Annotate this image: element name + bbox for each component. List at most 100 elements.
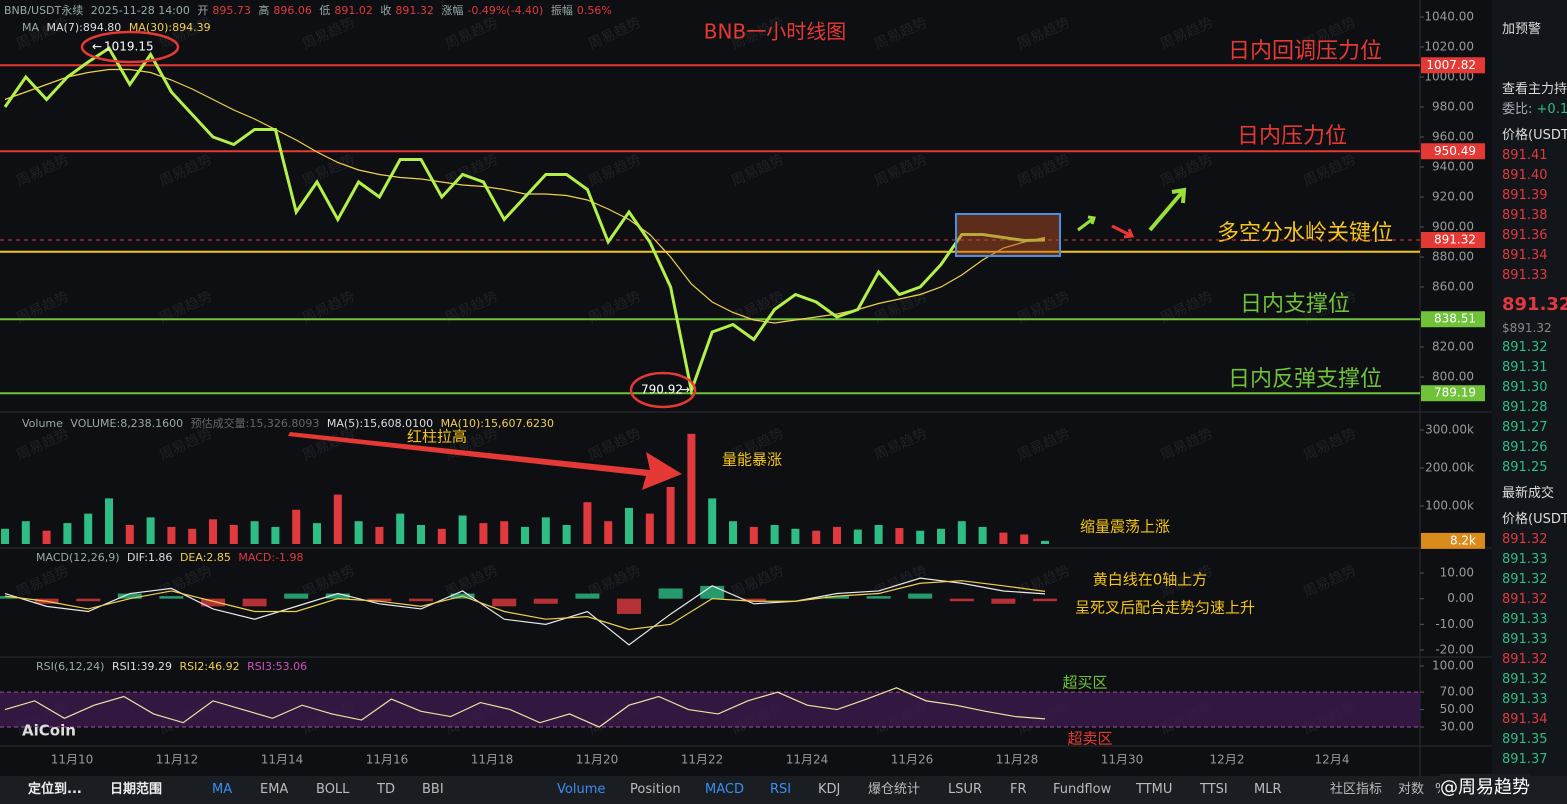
watermark: 周易趋势 [872,15,930,53]
asks: 891.41 891.40 891.39 891.38 891.36 891.34 891.… [1492,146,1567,286]
main-force[interactable]: 查看主力持 [1502,82,1567,97]
indicator-button[interactable]: Fundflow [1053,782,1112,797]
indicator-button[interactable]: TD [377,782,395,797]
volume-bar [999,532,1008,544]
volume-bar [396,513,405,544]
label: Volume [22,417,63,430]
volume-legend: Volume VOLUME:8,238.1600 预估成交量:15,326.80… [22,415,558,431]
arrow-glyph: ← [92,40,102,54]
watermark: 周易趋势 [14,152,72,190]
x-tick-label: 11月12 [156,753,199,767]
watermark: 周易趋势 [14,426,72,464]
label: 收 [380,4,392,17]
indicator-button[interactable]: 爆仓统计 [868,782,921,797]
macd-bar [201,598,225,607]
value: -0.49%(-4.40) [467,4,544,17]
watermark: 周易趋势 [729,563,787,601]
watermark: 周易趋势 [14,289,72,327]
ask-price: 891.33 [1502,268,1548,283]
annotation: 超卖区 [1067,730,1112,748]
label: RSI(6,12,24) [36,660,105,673]
watermark: 周易趋势 [300,289,358,327]
watermark: 周易趋势 [1015,152,1073,190]
macd-bar [575,593,600,599]
watermark: 周易趋势 [1301,152,1359,190]
label: 振幅 [550,4,573,17]
ask-price: 891.41 [1502,148,1548,163]
volume-bar [957,521,966,544]
volume-current-tag [1421,532,1485,549]
indicator-button[interactable]: TTMU [1136,782,1173,797]
macd-bar [76,598,101,602]
bid-price: 891.25 [1502,460,1548,475]
indicator-button[interactable]: MA [212,782,233,797]
volume-bar [604,521,613,544]
macd-bar [159,596,184,599]
indicator-button[interactable]: RSI [770,782,792,797]
trade-price: 891.32 [1502,592,1548,607]
arrow [1148,187,1187,232]
watermark: 周易趋势 [1158,289,1216,327]
y-tick-label: 1040.00 [1424,10,1474,24]
watermark: 周易趋势 [872,152,930,190]
macd-bar [367,598,392,602]
x-tick-label: 11月30 [1101,753,1144,767]
macd-bar [492,598,517,607]
dif-line [4,577,1046,646]
macd-bar [658,588,683,599]
locate-button[interactable]: 定位到... [28,782,82,797]
rsi1: RSI1:39.29 [111,660,173,673]
level-tag [1421,143,1485,160]
ask-price: 891.36 [1502,228,1548,243]
annotation: 超买区 [1062,674,1107,692]
volume-bar [874,525,883,544]
watermark: 周易趋势 [1301,563,1359,601]
alert-button[interactable]: 加预警 [1502,22,1542,37]
volume-bar [479,523,488,544]
community-button[interactable]: 社区指标 [1330,782,1383,797]
rsi-line [4,687,1046,728]
indicator-button[interactable]: EMA [260,782,289,797]
indicator-button[interactable]: BBI [422,782,444,797]
trades-header: 价格(USDT [1502,512,1567,527]
ma-legend: MA MA(7):894.80 MA(30):894.39 [22,21,215,34]
indicator-button[interactable]: BOLL [316,782,350,797]
y-tick-label: -20.00 [1435,643,1474,657]
range-button[interactable]: 日期范围 [110,782,163,797]
indicator-button[interactable]: MLR [1254,782,1282,797]
volume-bar [749,526,758,544]
y-tick-label: 100.00 [1432,659,1474,673]
level-label: 日内反弹支撑位 [1228,367,1382,392]
peak-label: 1019.15 [104,40,154,54]
macd: MACD:-1.98 [238,551,304,564]
indicator-button[interactable]: Volume [557,782,606,797]
label: MACD(12,26,9) [36,551,120,564]
indicator-button[interactable]: Position [630,782,681,797]
brand: @周易趋势 [1440,774,1530,802]
volume-bar [209,519,217,544]
y-tick-label: 900.00 [1432,220,1474,234]
indicator-button[interactable]: FR [1010,782,1027,797]
watermark: 周易趋势 [586,426,644,464]
bid-price: 891.26 [1502,440,1548,455]
dea-line [4,580,1046,631]
y-tick-label: 200.00k [1425,461,1474,475]
volume-bar [853,529,862,544]
indicator-button[interactable]: MACD [705,782,744,797]
indicator-button[interactable]: KDJ [818,782,841,797]
level-tag-label: 838.51 [1434,312,1476,326]
indicator-button[interactable]: TTSI [1200,782,1228,797]
x-tick-label: 11月24 [786,753,829,767]
indicator-button[interactable]: LSUR [948,782,983,797]
trade-price: 891.33 [1502,612,1548,627]
ask-price: 891.39 [1502,188,1548,203]
level-label: 日内支撑位 [1240,292,1350,317]
label: 委比: [1502,102,1533,117]
ratio: 委比: +0.1 [1492,100,1567,120]
log-button[interactable]: 对数 [1398,782,1425,797]
y-tick-label: 30.00 [1440,720,1474,734]
watermark: 周易趋势 [1158,152,1216,190]
volume-bar [625,507,633,544]
arrow [1111,224,1135,239]
